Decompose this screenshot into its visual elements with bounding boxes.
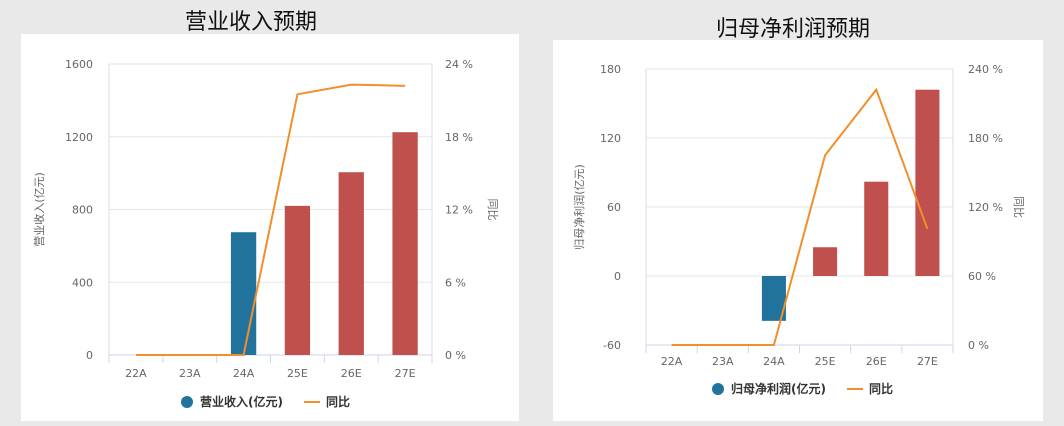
bar-27E [392,132,418,355]
y-axis-tick-label: 400 [72,276,93,289]
x-axis-tick-label: 24A [763,355,785,368]
legend-bar-label: 归母净利润(亿元) [731,381,826,396]
y-axis-tick-label: 180 [600,63,621,76]
x-axis-tick-label: 22A [661,355,683,368]
y-axis-tick-label: 0 [86,349,93,362]
y-axis-tick-label: 120 [600,132,621,145]
legend-bar-marker [181,396,193,408]
x-axis-tick-label: 25E [815,355,836,368]
legend-line-label: 同比 [869,381,893,396]
y2-axis-tick-label: 180 % [968,132,1003,145]
y-axis-title: 归母净利润(亿元) [572,164,586,250]
legend-line-label: 同比 [326,394,350,409]
y2-axis-tick-label: 120 % [968,201,1003,214]
y2-axis-tick-label: 24 % [445,58,473,71]
legend-bar-marker [712,383,724,395]
y2-axis-tick-label: 12 % [445,204,473,217]
x-axis-tick-label: 26E [341,367,362,380]
y-axis-tick-label: 1600 [65,58,93,71]
bar-24A [230,232,257,355]
y-axis-tick-label: 0 [614,270,621,283]
x-axis-tick-label: 23A [179,367,201,380]
legend-bar-label: 营业收入(亿元) [200,394,283,409]
bar-26E [864,181,889,276]
x-axis-tick-label: 26E [866,355,887,368]
profit-chart-card: -60 0 60 120 180 0 % 60 % 120 % 180 % 240 % 22A 23A… [553,40,1043,421]
x-axis-tick-label: 27E [917,355,938,368]
y-axis-tick-label: 60 [607,201,621,214]
y-axis-tick-label: -60 [603,339,621,352]
x-axis-tick-label: 27E [395,367,416,380]
x-axis-tick-label: 23A [712,355,734,368]
profit-chart-title: 归母净利润预期 [716,17,871,42]
y2-axis-title: 同比 [486,199,499,221]
y-axis-tick-label: 800 [72,204,93,217]
y-axis-tick-label: 1200 [65,131,93,144]
bar-27E [915,89,940,276]
y2-axis-tick-label: 60 % [968,270,996,283]
y2-axis-tick-label: 18 % [445,131,473,144]
bar-25E [813,247,838,276]
x-axis-tick-label: 25E [287,367,308,380]
revenue-chart: 0 400 800 1200 1600 0 % 6 % 12 % 18 % 24 % 22A 23A 2… [32,58,499,409]
y2-axis-tick-label: 0 % [968,339,989,352]
revenue-chart-card: 0 400 800 1200 1600 0 % 6 % 12 % 18 % 24 % 22A 23A 2… [21,34,519,421]
profit-chart: -60 0 60 120 180 0 % 60 % 120 % 180 % 240 % 22A 23A… [572,63,1025,396]
yoy-series-line [671,87,929,346]
y2-axis-title: 同比 [1012,196,1025,218]
x-axis-tick-label: 22A [125,367,147,380]
y2-axis-tick-label: 0 % [445,349,466,362]
y2-axis-tick-label: 6 % [445,276,466,289]
x-axis-tick-label: 24A [233,367,255,380]
bar-26E [338,172,364,355]
revenue-chart-title: 营业收入预期 [185,10,318,35]
yoy-series-line [135,83,406,356]
y-axis-title: 营业收入(亿元) [32,172,46,247]
y2-axis-tick-label: 240 % [968,63,1003,76]
bar-25E [284,205,311,355]
